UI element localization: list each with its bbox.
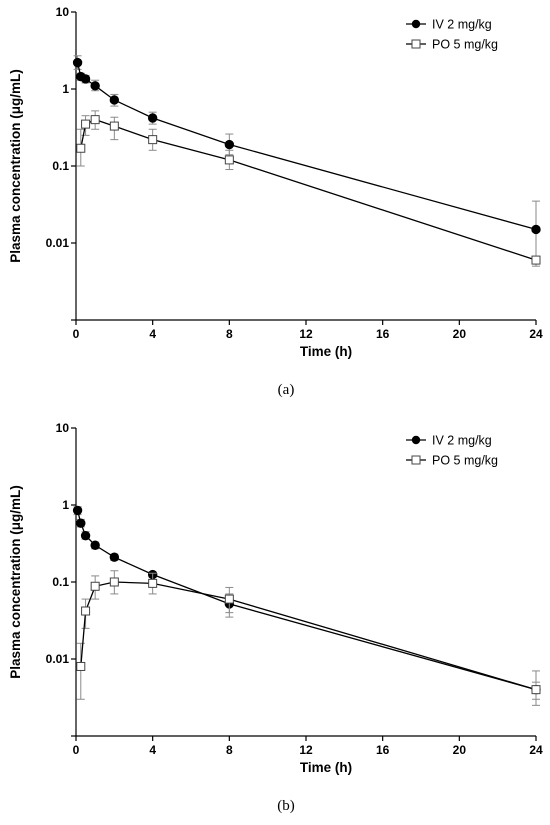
data-point xyxy=(224,155,234,165)
data-point xyxy=(76,143,86,153)
legend-marker xyxy=(411,455,421,465)
data-point xyxy=(90,540,100,550)
y-tick-label: 0.01 xyxy=(46,236,70,250)
y-tick-label: 10 xyxy=(56,5,70,19)
data-point xyxy=(81,119,91,129)
legend-marker xyxy=(411,39,421,49)
data-point xyxy=(81,606,91,616)
data-point xyxy=(224,139,235,150)
x-tick-label: 24 xyxy=(529,743,543,757)
series-iv xyxy=(72,55,541,267)
series-po xyxy=(76,570,541,706)
data-point xyxy=(109,121,119,131)
legend-marker xyxy=(411,435,421,445)
data-point xyxy=(109,95,120,105)
data-point xyxy=(80,74,91,84)
panel-label: (b) xyxy=(277,798,295,814)
x-tick-label: 20 xyxy=(453,327,467,341)
y-tick-label: 1 xyxy=(62,498,69,512)
data-point xyxy=(72,57,83,68)
y-tick-label: 10 xyxy=(56,421,70,435)
legend-label: IV 2 mg/kg xyxy=(432,18,492,32)
x-tick-label: 4 xyxy=(149,327,156,341)
data-point xyxy=(90,115,100,125)
data-point xyxy=(148,578,158,588)
x-tick-label: 16 xyxy=(376,327,390,341)
data-point xyxy=(80,530,91,541)
chart-panel-b: 0.01 0.1 1 10 0 4 8 12 16 20 24 Time (h) Plasma conc… xyxy=(8,421,543,814)
data-point xyxy=(76,518,86,528)
y-tick-label: 0.01 xyxy=(46,652,70,666)
x-tick-label: 24 xyxy=(529,327,543,341)
series-po xyxy=(76,110,541,265)
y-axis-title: Plasma concentration (μg/mL) xyxy=(8,69,23,263)
data-point xyxy=(90,581,100,591)
y-axis-title: Plasma concentration (μg/mL) xyxy=(8,485,23,679)
legend-label: PO 5 mg/kg xyxy=(432,38,498,52)
data-point xyxy=(76,661,86,671)
y-tick-label: 0.1 xyxy=(52,575,69,589)
data-point xyxy=(90,81,100,91)
data-point xyxy=(148,135,158,145)
x-tick-label: 4 xyxy=(149,743,156,757)
x-tick-label: 8 xyxy=(226,327,233,341)
x-tick-label: 8 xyxy=(226,743,233,757)
series-line xyxy=(80,581,537,691)
y-tick-label: 1 xyxy=(62,82,69,96)
legend-label: IV 2 mg/kg xyxy=(432,434,492,448)
data-point xyxy=(109,552,120,562)
data-point xyxy=(72,505,83,516)
data-point xyxy=(224,594,234,604)
x-axis-title: Time (h) xyxy=(300,344,352,359)
series-line xyxy=(76,510,537,691)
panel-label: (a) xyxy=(278,382,295,398)
x-tick-label: 16 xyxy=(376,743,390,757)
x-axis-title: Time (h) xyxy=(300,760,352,775)
chart-panel-a: 0.01 0.1 1 10 0 4 8 12 16 20 24 Time (h) Plasma conc… xyxy=(8,5,543,398)
x-tick-label: 0 xyxy=(73,743,80,757)
series-line xyxy=(76,62,537,231)
x-tick-label: 12 xyxy=(299,327,313,341)
data-point xyxy=(109,577,119,587)
data-point xyxy=(531,685,541,695)
x-tick-label: 12 xyxy=(299,743,313,757)
y-tick-label: 0.1 xyxy=(52,159,69,173)
x-tick-label: 20 xyxy=(453,743,467,757)
legend-label: PO 5 mg/kg xyxy=(432,454,498,468)
data-point xyxy=(531,224,541,235)
x-tick-label: 0 xyxy=(73,327,80,341)
data-point xyxy=(147,113,158,123)
data-point xyxy=(531,255,541,265)
legend-marker xyxy=(411,19,421,29)
